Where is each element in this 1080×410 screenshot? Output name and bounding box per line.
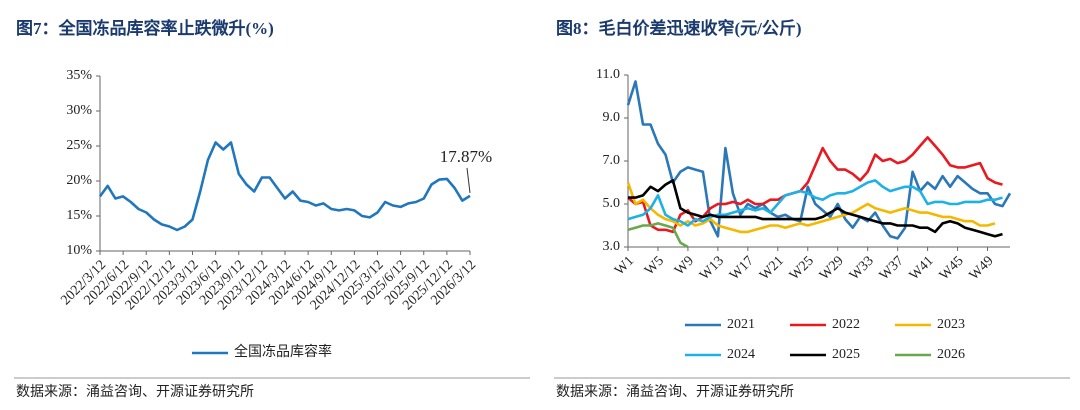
x-tick-label: W25	[787, 253, 817, 283]
legend-label: 全国冻品库容率	[234, 343, 332, 360]
y-tick-label: 3.0	[603, 239, 621, 254]
x-tick-label: W41	[907, 253, 937, 283]
y-tick-label: 11.0	[596, 67, 620, 82]
value-label: 17.87%	[440, 147, 492, 166]
y-tick-label: 20%	[66, 173, 92, 188]
y-tick-label: 15%	[66, 208, 92, 223]
legend-label: 2023	[937, 317, 965, 332]
x-tick-label: W21	[757, 253, 787, 283]
legend-label: 2025	[832, 347, 860, 362]
chart-title: 图8：毛白价差迅速收窄(元/公斤)	[556, 18, 802, 38]
y-tick-label: 5.0	[603, 196, 621, 211]
series-line	[627, 222, 689, 249]
x-tick-label: W49	[967, 253, 997, 283]
x-tick-label: W5	[642, 253, 667, 278]
y-tick-label: 35%	[66, 68, 92, 83]
series-line	[627, 179, 1003, 227]
x-tick-label: W17	[727, 253, 757, 283]
series-line	[628, 179, 1003, 238]
x-tick-label: W45	[937, 253, 967, 283]
legend-label: 2024	[727, 347, 755, 362]
x-tick-label: W9	[672, 253, 697, 278]
x-tick-label: W13	[697, 253, 727, 283]
chart-title: 图7：全国冻品库容率止跌微升(%)	[16, 18, 274, 38]
legend-label: 2026	[937, 347, 965, 362]
series-line	[626, 182, 996, 234]
y-tick-label: 10%	[66, 243, 92, 258]
y-tick-label: 30%	[66, 103, 92, 118]
x-tick-label: W1	[612, 253, 637, 278]
y-tick-label: 7.0	[603, 153, 621, 168]
series-line	[98, 141, 471, 232]
legend-label: 2021	[727, 317, 755, 332]
y-tick-label: 9.0	[603, 110, 621, 125]
source-note: 数据来源：涌益咨询、开源证券研究所	[556, 384, 794, 400]
legend-label: 2022	[832, 317, 860, 332]
series-line	[626, 80, 1012, 240]
source-note: 数据来源：涌益咨询、开源证券研究所	[16, 384, 254, 400]
x-tick-label: W33	[847, 253, 877, 283]
x-tick-label: W29	[817, 253, 847, 283]
x-tick-label: W37	[877, 253, 907, 283]
annotation-leader	[466, 167, 471, 193]
y-tick-label: 25%	[66, 138, 92, 153]
